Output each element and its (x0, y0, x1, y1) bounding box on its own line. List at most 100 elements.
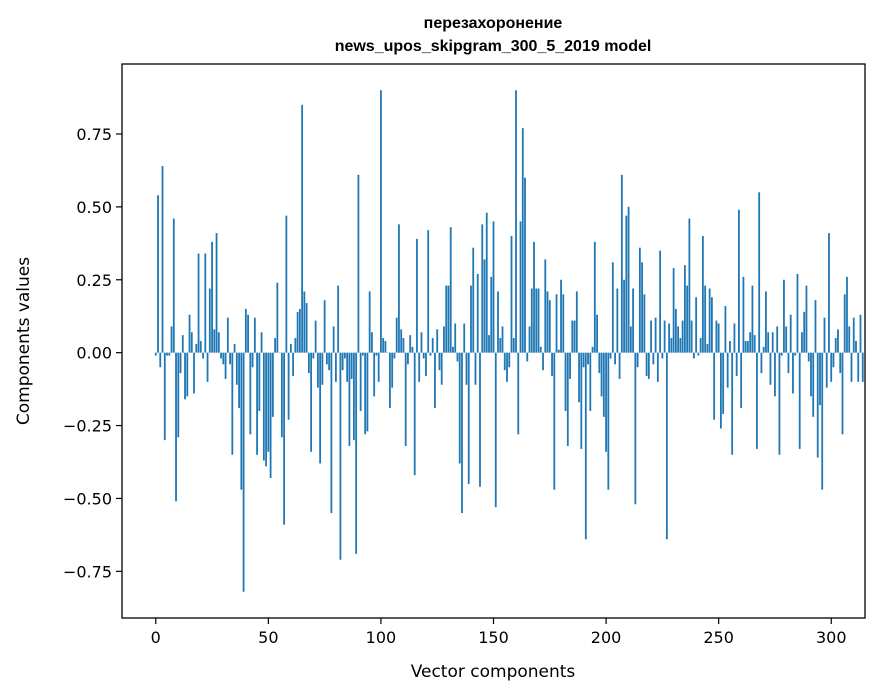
bar-268 (758, 192, 761, 353)
bar-131 (449, 227, 452, 353)
bar-222 (654, 317, 657, 353)
bar-298 (825, 352, 828, 388)
bar-105 (391, 352, 394, 388)
bar-182 (564, 352, 567, 411)
bar-307 (846, 276, 848, 353)
bar-304 (839, 352, 842, 374)
bar-36 (235, 352, 238, 385)
bar-228 (668, 323, 671, 353)
bar-247 (710, 297, 713, 353)
bar-88 (353, 352, 355, 441)
bar-77 (328, 352, 331, 371)
bar-21 (202, 352, 204, 359)
bar-162 (519, 221, 522, 353)
bar-65 (301, 104, 304, 353)
bar-132 (452, 346, 454, 353)
bar-8 (172, 218, 175, 353)
bar-274 (771, 332, 774, 353)
bar-202 (609, 352, 612, 359)
bar-226 (663, 320, 666, 353)
bar-265 (751, 285, 754, 353)
bar-235 (683, 265, 686, 353)
bar-248 (713, 352, 716, 420)
bar-73 (319, 352, 322, 464)
bar-91 (359, 352, 362, 411)
bar-246 (708, 288, 711, 353)
bar-31 (224, 352, 227, 379)
bar-236 (686, 285, 689, 353)
bar-149 (490, 276, 493, 353)
bar-series (154, 90, 864, 592)
bar-127 (440, 352, 443, 385)
bar-85 (346, 352, 349, 382)
bar-116 (416, 238, 418, 353)
bar-133 (454, 323, 457, 353)
bar-69 (310, 352, 313, 452)
x-tick-label-300: 300 (816, 628, 847, 647)
bar-293 (814, 300, 817, 353)
bar-206 (618, 352, 621, 379)
bar-242 (699, 338, 702, 353)
bar-72 (316, 352, 319, 388)
x-tick-label-200: 200 (591, 628, 622, 647)
bar-198 (600, 352, 603, 397)
bar-223 (656, 352, 659, 382)
x-tick-label-250: 250 (703, 628, 734, 647)
bar-120 (425, 352, 427, 376)
bar-294 (816, 352, 819, 458)
bar-160 (515, 90, 517, 353)
bar-101 (382, 338, 385, 353)
bar-203 (611, 262, 614, 353)
bar-106 (393, 352, 396, 359)
bar-98 (375, 352, 378, 356)
bar-300 (830, 352, 833, 382)
y-tick-label-0: −0.75 (63, 562, 112, 581)
bar-224 (659, 250, 662, 353)
bar-93 (364, 352, 367, 435)
bar-4 (163, 352, 166, 441)
bar-141 (472, 247, 475, 353)
bar-180 (560, 279, 562, 353)
x-tick-label-0: 0 (151, 628, 161, 647)
bar-57 (283, 352, 286, 525)
bar-143 (476, 273, 479, 353)
bar-25 (211, 241, 213, 353)
bar-244 (704, 285, 707, 353)
bar-197 (598, 352, 601, 374)
bar-41 (247, 314, 249, 353)
bar-117 (418, 352, 421, 382)
bar-97 (373, 352, 376, 397)
bar-258 (735, 352, 738, 376)
x-tick-label-100: 100 (366, 628, 397, 647)
bar-130 (447, 285, 450, 353)
bar-208 (623, 279, 625, 353)
bar-291 (810, 352, 812, 397)
bar-53 (274, 338, 277, 353)
bar-7 (170, 326, 173, 353)
bar-79 (332, 326, 335, 353)
bar-48 (262, 352, 265, 461)
bar-28 (217, 332, 220, 353)
bar-220 (650, 320, 653, 353)
bar-275 (774, 352, 776, 397)
bar-33 (229, 352, 231, 365)
bar-113 (409, 335, 412, 353)
bar-240 (695, 297, 698, 353)
bar-302 (834, 338, 837, 353)
bar-37 (238, 352, 240, 409)
bar-152 (497, 291, 499, 353)
bar-292 (812, 352, 815, 417)
bar-233 (679, 338, 682, 353)
bar-284 (794, 352, 797, 356)
bar-200 (605, 352, 607, 452)
bar-84 (343, 352, 346, 359)
bar-87 (350, 352, 353, 379)
bar-295 (819, 352, 821, 406)
bar-271 (765, 291, 767, 353)
bar-253 (724, 306, 727, 353)
bar-121 (427, 230, 430, 353)
bar-231 (674, 308, 677, 353)
bar-95 (368, 291, 371, 353)
bar-282 (789, 314, 792, 353)
